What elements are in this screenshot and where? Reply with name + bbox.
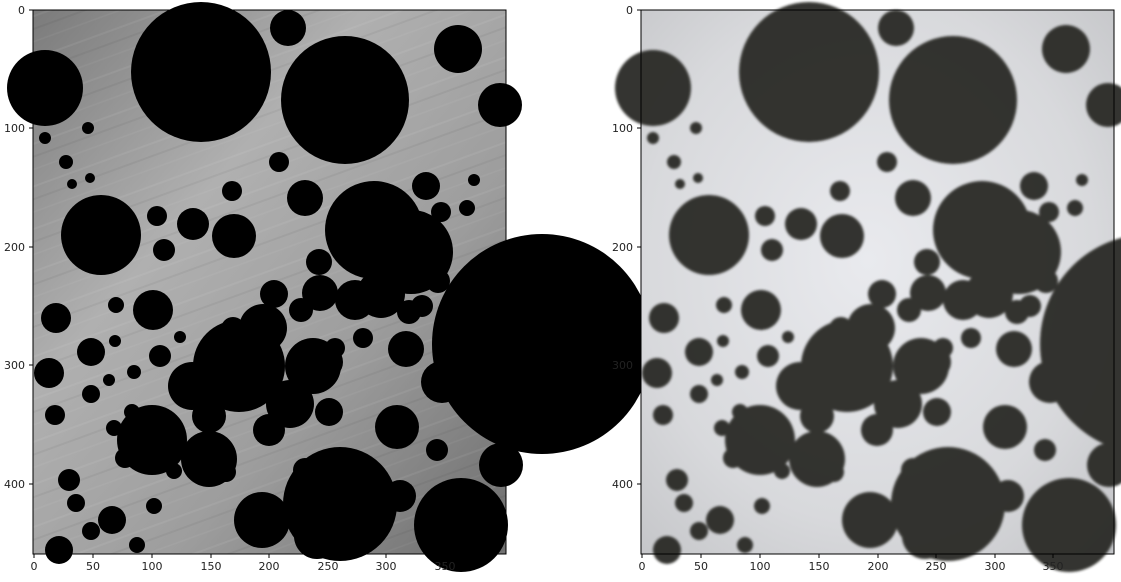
panel-right-x-tick-300: 300 xyxy=(985,560,1006,573)
panel-right-y-ticks xyxy=(637,9,641,485)
panel-left-y-tick-300: 300 xyxy=(4,359,25,372)
panel-right-x-tick-200: 200 xyxy=(868,560,889,573)
panel-left-x-tick-0: 0 xyxy=(31,560,38,573)
panel-right-axes: 0 50 100 150 200 250 300 350 0 100 200 3… xyxy=(612,4,1115,573)
panel-left-x-tick-350: 350 xyxy=(435,560,456,573)
panel-right-x-tick-0: 0 xyxy=(639,560,646,573)
panel-right-y-tick-labels: 0 100 200 300 400 xyxy=(612,4,633,491)
panel-left-y-tick-0: 0 xyxy=(18,4,25,17)
panel-right-y-tick-200: 200 xyxy=(612,241,633,254)
panel-right xyxy=(615,2,1121,572)
panel-right-y-tick-300: 300 xyxy=(612,359,633,372)
panel-right-y-tick-0: 0 xyxy=(626,4,633,17)
panel-right-holes xyxy=(615,2,1121,572)
panel-left-y-ticks xyxy=(29,9,33,485)
panel-right-x-tick-150: 150 xyxy=(809,560,830,573)
panel-left-x-tick-300: 300 xyxy=(376,560,397,573)
panel-left-x-tick-250: 250 xyxy=(318,560,339,573)
panel-right-x-ticks xyxy=(641,554,1054,558)
panel-right-y-tick-100: 100 xyxy=(612,122,633,135)
panel-left-x-tick-200: 200 xyxy=(259,560,280,573)
panel-left-axes: 0 50 100 150 200 250 300 350 0 100 200 3… xyxy=(4,4,507,573)
panel-right-x-tick-350: 350 xyxy=(1043,560,1064,573)
panel-left-x-tick-150: 150 xyxy=(201,560,222,573)
panel-left-x-tick-50: 50 xyxy=(86,560,100,573)
panel-left-y-tick-400: 400 xyxy=(4,478,25,491)
panel-left-y-tick-200: 200 xyxy=(4,241,25,254)
panel-left-x-tick-labels: 0 50 100 150 200 250 300 350 xyxy=(31,560,456,573)
panel-left xyxy=(7,2,652,572)
panel-left-x-ticks xyxy=(33,554,446,558)
panel-right-x-tick-100: 100 xyxy=(750,560,771,573)
panel-left-holes xyxy=(7,2,652,572)
panel-right-x-tick-250: 250 xyxy=(926,560,947,573)
panel-left-y-tick-100: 100 xyxy=(4,122,25,135)
panel-right-x-tick-labels: 0 50 100 150 200 250 300 350 xyxy=(639,560,1064,573)
panel-left-x-tick-100: 100 xyxy=(142,560,163,573)
panel-right-y-tick-400: 400 xyxy=(612,478,633,491)
panel-right-x-tick-50: 50 xyxy=(694,560,708,573)
panel-left-y-tick-labels: 0 100 200 300 400 xyxy=(4,4,25,491)
